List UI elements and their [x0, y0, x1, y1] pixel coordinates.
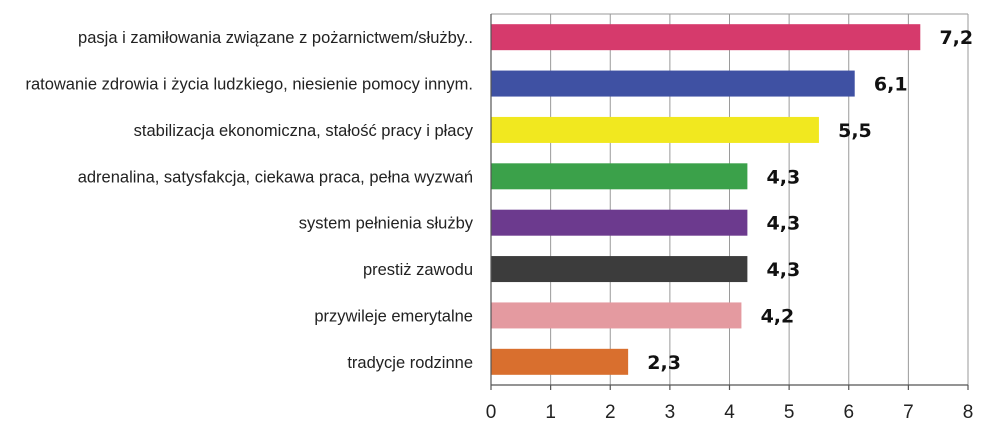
category-label: adrenalina, satysfakcja, ciekawa praca, …	[78, 168, 473, 186]
bar	[491, 24, 921, 51]
data-label: 2,3	[647, 352, 681, 374]
category-label: system pełnienia służby	[299, 215, 474, 233]
category-label: stabilizacja ekonomiczna, stałość pracy …	[134, 122, 474, 140]
category-label: ratowanie zdrowia i życia ludzkiego, nie…	[25, 76, 473, 94]
data-labels: 7,2 6,1 5,5 4,3 4,3 4,3 4,2 2,3	[647, 27, 973, 374]
category-label: tradycje rodzinne	[347, 354, 473, 372]
data-label: 4,2	[761, 305, 795, 327]
bar	[491, 116, 819, 143]
bars	[491, 24, 921, 375]
bar	[491, 348, 629, 375]
x-tick-label: 6	[843, 402, 854, 423]
x-tick-label: 3	[665, 402, 676, 423]
category-label: przywileje emerytalne	[314, 307, 473, 325]
data-label: 4,3	[767, 259, 801, 281]
data-label: 6,1	[874, 74, 908, 96]
data-label: 5,5	[838, 120, 872, 142]
category-labels: pasja i zamiłowania związane z pożarnict…	[25, 29, 473, 372]
bar	[491, 163, 748, 190]
x-tick-label: 4	[724, 402, 735, 423]
data-label: 4,3	[767, 166, 801, 188]
gridlines	[491, 13, 969, 385]
x-tick-label: 7	[903, 402, 914, 423]
x-tick-label: 0	[486, 402, 497, 423]
category-label: pasja i zamiłowania związane z pożarnict…	[78, 29, 473, 47]
data-label: 7,2	[939, 27, 973, 49]
x-tick-label: 8	[963, 402, 974, 423]
bar	[491, 302, 742, 329]
bar	[491, 209, 748, 236]
bar	[491, 70, 855, 97]
x-tick-label: 1	[545, 402, 556, 423]
data-label: 4,3	[767, 213, 801, 235]
x-tick-labels: 0 1 2 3 4 5 6 7 8	[486, 402, 974, 423]
category-label: prestiż zawodu	[363, 261, 473, 279]
x-tick-label: 2	[605, 402, 616, 423]
bar	[491, 256, 748, 283]
x-tick-label: 5	[784, 402, 795, 423]
axes	[490, 14, 969, 390]
